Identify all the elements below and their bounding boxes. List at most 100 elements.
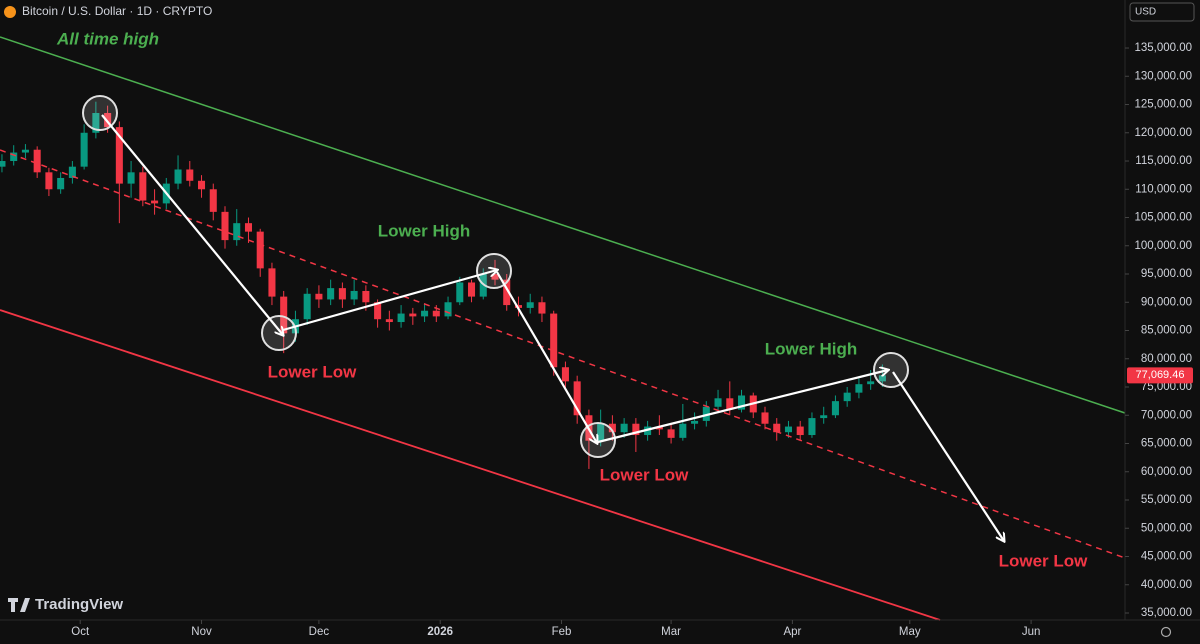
candle-body: [280, 296, 288, 334]
y-tick-label: 75,000.00: [1141, 381, 1192, 393]
candle-body: [597, 423, 605, 441]
candle-body: [773, 423, 781, 433]
candle-body: [151, 200, 159, 204]
candle-body: [0, 161, 6, 167]
candle-body: [362, 290, 370, 303]
candle-body: [315, 293, 323, 300]
candle-body: [68, 166, 76, 178]
candle-body: [186, 169, 194, 181]
x-tick-label: Jun: [1022, 626, 1041, 638]
candle-body: [878, 375, 886, 382]
last-price-tag: [1127, 367, 1193, 384]
x-tick-label: Feb: [552, 626, 572, 638]
x-tick-label: Oct: [71, 626, 90, 638]
candle-body: [679, 423, 687, 438]
candle-body: [104, 112, 112, 128]
y-tick-label: 65,000.00: [1141, 438, 1192, 450]
candle-body: [667, 429, 675, 438]
y-tick-label: 125,000.00: [1134, 99, 1192, 111]
candle-body: [867, 381, 875, 385]
x-tick-label: 2026: [427, 626, 453, 638]
pivot-circle: [873, 352, 909, 388]
candle-body: [256, 231, 264, 269]
annotation: All time high: [56, 29, 159, 48]
annotation: Lower High: [378, 221, 471, 240]
arrow: [282, 270, 497, 332]
candle-body: [702, 406, 710, 421]
candle-body: [338, 288, 346, 300]
lower-channel: [0, 309, 941, 621]
y-tick-label: 70,000.00: [1141, 409, 1192, 421]
candle-body: [374, 302, 382, 320]
y-tick-label: 45,000.00: [1141, 551, 1192, 563]
candle-body: [784, 426, 792, 433]
candle-body: [808, 418, 816, 436]
annotation: Lower High: [765, 339, 858, 358]
candle-body: [303, 293, 311, 320]
y-tick-label: 135,000.00: [1134, 42, 1192, 54]
candle-body: [444, 302, 452, 317]
settings-icon[interactable]: [1160, 626, 1172, 638]
y-tick-label: 115,000.00: [1135, 155, 1192, 167]
chart-title: Bitcoin / U.S. Dollar · 1D · CRYPTO: [22, 4, 212, 18]
candle-body: [514, 305, 522, 308]
y-tick-label: 120,000.00: [1134, 127, 1192, 139]
candle-body: [45, 172, 53, 190]
candle-body: [92, 112, 100, 133]
candle-body: [385, 319, 393, 323]
upper-channel: [0, 36, 1126, 414]
y-tick-label: 35,000.00: [1141, 607, 1192, 619]
arrow: [101, 114, 283, 335]
candle-body: [139, 172, 147, 201]
candle-body: [561, 367, 569, 382]
y-tick-label: 50,000.00: [1141, 522, 1192, 534]
candle-body: [796, 426, 804, 436]
annotation: Lower Low: [268, 362, 358, 381]
arrows: [101, 114, 1004, 541]
x-tick-label: Apr: [783, 626, 801, 638]
candle-body: [620, 423, 628, 433]
y-tick-label: 110,000.00: [1135, 183, 1192, 195]
candle-body: [115, 127, 123, 184]
currency[interactable]: USD: [1135, 7, 1156, 18]
y-tick-label: 80,000.00: [1141, 353, 1192, 365]
candle-body: [21, 149, 29, 153]
x-tick-label: Nov: [191, 626, 212, 638]
candle-body: [233, 223, 241, 241]
candle-body: [221, 211, 229, 241]
candle-body: [80, 132, 88, 167]
y-tick-label: 90,000.00: [1141, 296, 1192, 308]
candle-body: [761, 412, 769, 424]
candle-body: [350, 290, 358, 300]
candle-body: [268, 268, 276, 297]
candle-body: [209, 189, 217, 212]
candle-body: [327, 288, 335, 300]
candle-body: [855, 384, 863, 393]
x-tick-label: Dec: [309, 626, 330, 638]
candle-body: [10, 152, 18, 162]
candle-body: [468, 282, 476, 297]
candle-body: [409, 313, 417, 317]
candle-body: [397, 313, 405, 323]
candle-body: [820, 415, 828, 419]
candle-body: [655, 426, 663, 430]
annotation: Lower Low: [600, 465, 690, 484]
y-tick-label: 55,000.00: [1141, 494, 1192, 506]
candle-body: [843, 392, 851, 402]
candle-body: [57, 177, 65, 190]
candle-body: [526, 302, 534, 308]
pivot-circle: [82, 95, 118, 131]
candle-body: [127, 172, 135, 184]
arrow: [496, 271, 597, 443]
candle-body: [550, 313, 558, 368]
y-tick-label: 60,000.00: [1141, 466, 1192, 478]
currency-button[interactable]: [1129, 2, 1195, 22]
annotation: Lower Low: [999, 551, 1089, 570]
y-tick-label: 105,000.00: [1134, 212, 1192, 224]
y-tick-label: 40,000.00: [1141, 579, 1192, 591]
x-tick-label: Mar: [661, 626, 681, 638]
logo: TradingView: [8, 596, 123, 613]
candle-body: [244, 223, 252, 232]
candle-body: [33, 149, 41, 173]
